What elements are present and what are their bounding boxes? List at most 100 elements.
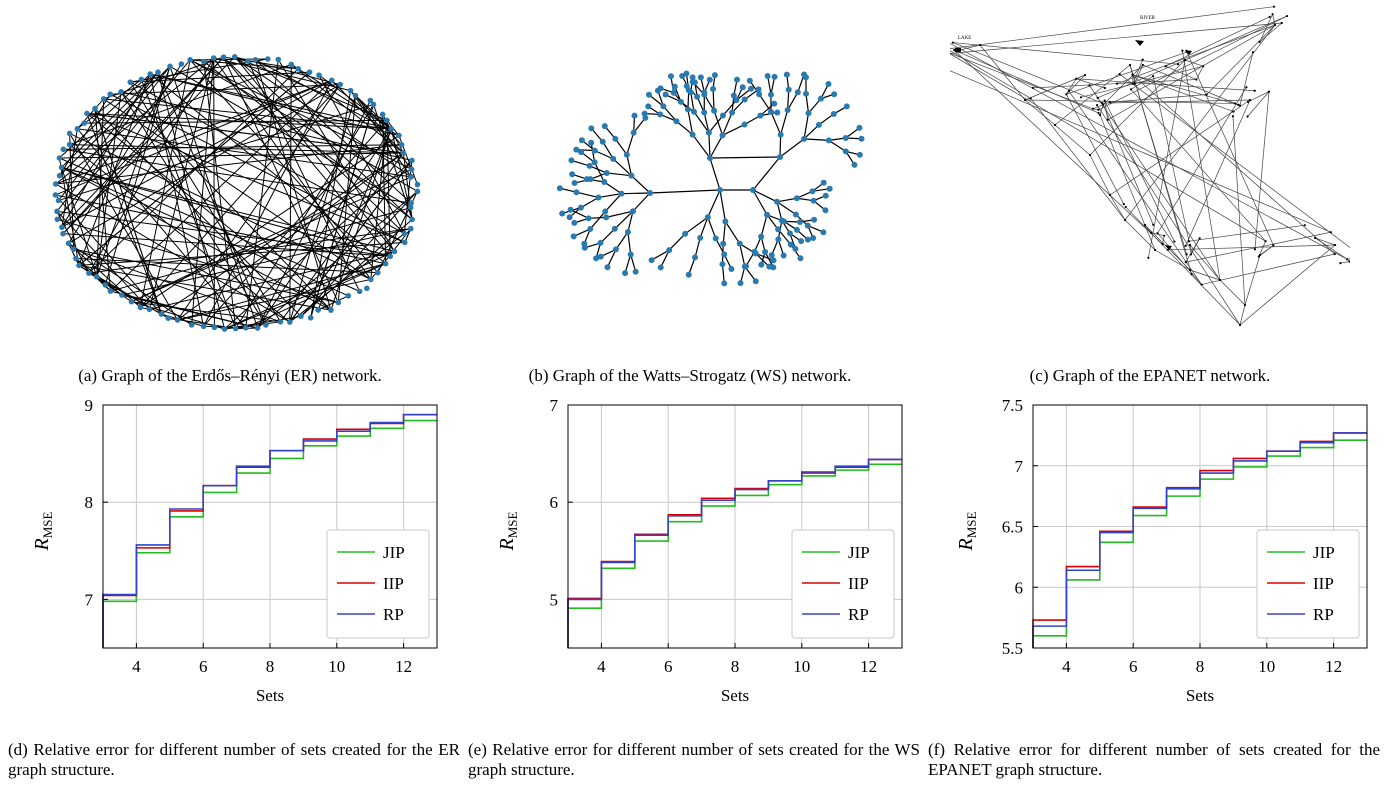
epanet-pipe — [1247, 91, 1270, 117]
er-edge — [254, 59, 332, 311]
ws-node — [694, 93, 701, 100]
er-node — [127, 79, 134, 85]
ws-node — [746, 77, 753, 84]
epanet-pipe — [950, 22, 1282, 54]
er-edge — [86, 112, 392, 130]
epanet-junction — [1218, 278, 1222, 282]
epanet-pipe — [1196, 66, 1204, 80]
ws-edge — [760, 214, 768, 237]
er-node — [188, 322, 195, 328]
legend-label-rp: RP — [848, 605, 869, 624]
ws-edge — [721, 264, 725, 284]
epanet-junction — [1233, 102, 1237, 105]
epanet-pipe — [950, 6, 1275, 49]
er-edge — [150, 73, 392, 130]
epanet-pipe — [950, 50, 1031, 99]
ws-node — [571, 180, 578, 187]
ws-edge — [755, 252, 774, 261]
ws-edge — [708, 115, 724, 134]
er-node — [232, 325, 239, 332]
er-node — [315, 307, 321, 313]
er-node — [396, 132, 402, 139]
epanet-junction — [1190, 273, 1193, 276]
chart-d: 4 6 8 10 12 7 8 9 JIP IIP RP Sets RMSE — [31, 396, 438, 705]
epanet-junction — [1253, 248, 1257, 251]
epanet-graph: LAKE RIVER — [950, 5, 1350, 327]
ws-edge — [722, 99, 737, 116]
ws-edge — [690, 92, 695, 112]
ws-node — [825, 137, 832, 144]
epanet-pipe — [1107, 24, 1276, 121]
er-edge — [140, 135, 400, 308]
er-edge — [59, 93, 111, 176]
epanet-pipe — [1142, 64, 1241, 106]
ws-edge — [724, 221, 741, 245]
ws-edge — [703, 94, 715, 112]
epanet-pipe — [1089, 154, 1111, 196]
epanet-junction — [1103, 99, 1106, 102]
ws-node — [599, 138, 606, 145]
ws-node — [677, 98, 684, 105]
er-node — [66, 141, 73, 148]
ws-node — [588, 125, 595, 132]
ws-node — [787, 241, 794, 248]
y-axis-label: RMSE — [496, 511, 520, 551]
er-edge — [169, 66, 259, 329]
lake-reservoir — [955, 48, 961, 52]
epanet-junction — [1258, 253, 1262, 257]
ws-node — [689, 78, 696, 85]
ws-edge — [776, 197, 798, 203]
ws-node — [657, 85, 664, 92]
ws-node — [831, 91, 838, 98]
er-edge — [131, 168, 412, 303]
epanet-junction — [1147, 256, 1150, 259]
epanet-junction — [1097, 112, 1100, 115]
ws-node — [775, 236, 782, 243]
ws-edge — [626, 154, 633, 176]
epanet-junction — [1267, 90, 1271, 93]
epanet-junction — [1029, 97, 1032, 100]
ws-node — [842, 148, 849, 155]
epanet-pipe — [1024, 99, 1056, 126]
ws-node — [720, 240, 727, 247]
ws-node — [758, 261, 765, 268]
epanet-junction — [1246, 100, 1250, 103]
epanet-pipe — [1148, 59, 1186, 258]
ws-edge — [693, 111, 710, 134]
er-node — [379, 111, 386, 118]
epanet-junction — [1237, 103, 1240, 106]
x-axis-label: Sets — [721, 686, 749, 705]
ws-node — [717, 187, 723, 193]
er-node — [81, 120, 87, 126]
er-node — [54, 208, 60, 215]
epanet-pipe — [1102, 104, 1154, 225]
legend-label-jip: JIP — [383, 543, 405, 562]
epanet-pipe — [1130, 89, 1266, 242]
x-axis-label: Sets — [256, 686, 284, 705]
epanet-pipe — [1152, 76, 1190, 242]
ws-node — [578, 137, 585, 144]
ws-node — [622, 270, 629, 277]
er-edge — [318, 74, 405, 234]
ws-node — [641, 110, 648, 117]
ws-node — [567, 206, 574, 213]
ws-edge — [688, 257, 696, 275]
er-node — [288, 61, 295, 68]
epanet-pipe — [1119, 73, 1350, 249]
epanet-pipe — [1109, 99, 1251, 196]
ws-edge — [779, 138, 805, 158]
er-edge — [337, 95, 356, 303]
epanet-pipe — [1165, 16, 1270, 67]
ws-node — [758, 233, 765, 240]
er-edge — [84, 119, 387, 124]
ws-node — [701, 91, 708, 98]
er-node — [107, 288, 114, 294]
er-edge — [310, 90, 352, 318]
ws-node — [628, 172, 635, 179]
ws-node — [629, 208, 636, 215]
ws-node — [690, 108, 697, 115]
ws-node — [587, 226, 594, 233]
ws-node — [704, 214, 711, 221]
er-edge — [59, 157, 360, 292]
er-node — [307, 314, 314, 321]
